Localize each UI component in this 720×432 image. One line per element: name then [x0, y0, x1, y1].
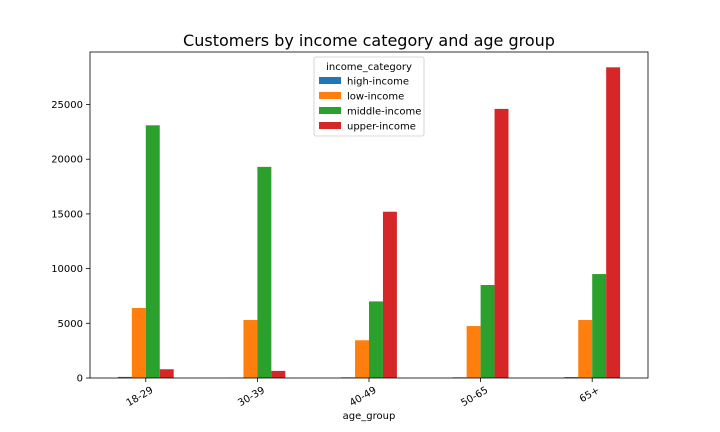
- bar-low-income-40-49: [355, 340, 369, 378]
- bar-upper-income-65+: [606, 67, 621, 378]
- bar-middle-income-30-39: [257, 166, 272, 378]
- bar-low-income-50-65: [466, 326, 481, 378]
- bar-upper-income-18-29: [159, 369, 174, 378]
- chart-title: Customers by income category and age gro…: [183, 31, 555, 50]
- bar-low-income-65+: [578, 320, 593, 378]
- legend-label-high-income: high-income: [347, 77, 409, 88]
- legend-swatch-middle-income: [319, 107, 341, 114]
- legend-box: [313, 56, 425, 137]
- plot-frame: [89, 51, 649, 379]
- bar-high-income-18-29: [117, 376, 132, 378]
- bar-low-income-18-29: [131, 307, 146, 378]
- y-tick-label: 0: [77, 374, 83, 385]
- legend-swatch-upper-income: [319, 122, 341, 129]
- x-tick-label: 40-49: [348, 385, 379, 409]
- bar-upper-income-50-65: [494, 108, 509, 378]
- x-axis: 18-29 30-39 40-49 50-65 65+: [125, 378, 602, 409]
- x-tick-label: 18-29: [125, 385, 156, 409]
- legend-swatch-low-income: [319, 92, 341, 99]
- bar-upper-income-30-39: [271, 370, 286, 378]
- x-tick-label: 65+: [578, 385, 602, 405]
- bar-middle-income-18-29: [145, 125, 160, 378]
- bar-middle-income-65+: [592, 274, 607, 378]
- y-tick-label: 20000: [51, 155, 83, 166]
- legend-label-middle-income: middle-income: [347, 107, 421, 118]
- y-axis: 0 5000 10000 15000 20000 25000: [51, 100, 90, 385]
- legend-label-upper-income: upper-income: [347, 122, 416, 133]
- legend-swatch-high-income: [319, 77, 341, 84]
- y-tick-label: 25000: [51, 100, 83, 111]
- bar-high-income-65+: [564, 377, 579, 378]
- bar-middle-income-40-49: [369, 301, 383, 378]
- bar-low-income-30-39: [243, 320, 258, 378]
- legend: income_category high-income low-income mid…: [313, 56, 425, 137]
- y-tick-label: 5000: [58, 319, 83, 330]
- y-tick-label: 15000: [51, 209, 83, 220]
- bar-upper-income-40-49: [382, 211, 397, 378]
- x-tick-label: 50-65: [459, 385, 490, 409]
- legend-label-low-income: low-income: [347, 92, 404, 103]
- legend-title: income_category: [326, 62, 412, 73]
- bars-layer: [117, 67, 621, 378]
- x-tick-label: 30-39: [236, 385, 267, 409]
- y-tick-label: 10000: [51, 264, 83, 275]
- bar-middle-income-50-65: [480, 285, 495, 378]
- x-axis-label: age_group: [343, 411, 396, 422]
